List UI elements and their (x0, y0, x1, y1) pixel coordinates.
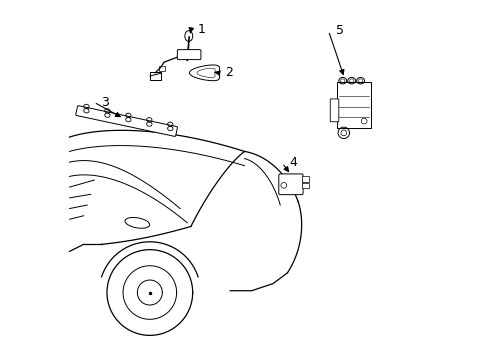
Bar (301, 176, 308, 182)
FancyBboxPatch shape (76, 106, 177, 136)
FancyBboxPatch shape (329, 99, 338, 122)
Bar (159, 66, 165, 71)
Text: 2: 2 (225, 66, 233, 79)
Text: 1: 1 (198, 23, 205, 36)
FancyBboxPatch shape (177, 50, 201, 60)
Text: 5: 5 (335, 24, 343, 37)
Bar (337, 82, 370, 128)
Polygon shape (189, 65, 219, 81)
Text: 3: 3 (101, 96, 108, 109)
Bar (301, 183, 308, 188)
FancyBboxPatch shape (278, 174, 303, 195)
Text: 4: 4 (288, 156, 296, 169)
Bar (149, 72, 161, 80)
